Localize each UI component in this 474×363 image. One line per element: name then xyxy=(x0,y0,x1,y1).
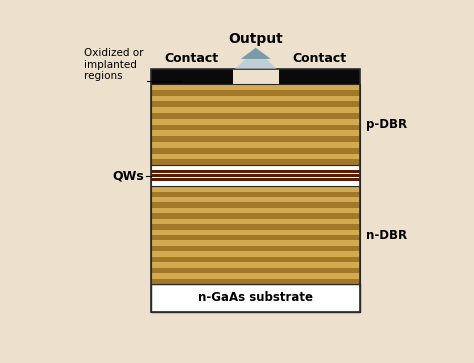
Bar xyxy=(151,136,360,142)
Polygon shape xyxy=(235,59,276,69)
Bar xyxy=(151,240,360,246)
Bar xyxy=(151,186,360,192)
Bar xyxy=(151,278,360,284)
Text: Contact: Contact xyxy=(165,52,219,65)
Bar xyxy=(151,113,360,119)
Bar xyxy=(151,170,360,173)
Bar xyxy=(151,154,360,159)
Bar xyxy=(151,148,360,154)
Text: n-GaAs substrate: n-GaAs substrate xyxy=(198,291,313,305)
Bar xyxy=(151,257,360,262)
Bar xyxy=(151,268,360,273)
Text: QWs: QWs xyxy=(112,169,144,182)
Bar xyxy=(151,208,360,213)
Bar xyxy=(151,246,360,251)
Bar xyxy=(151,251,360,257)
Bar xyxy=(151,90,360,96)
Bar xyxy=(151,159,360,165)
Text: p-DBR: p-DBR xyxy=(366,118,407,131)
Polygon shape xyxy=(241,48,271,59)
Bar xyxy=(151,284,360,312)
Bar xyxy=(151,186,360,284)
Bar xyxy=(151,130,360,136)
Bar xyxy=(151,179,360,181)
Bar xyxy=(151,174,360,177)
Bar xyxy=(151,107,360,113)
Bar xyxy=(151,192,360,197)
Text: Output: Output xyxy=(228,32,283,46)
Bar xyxy=(151,78,233,84)
Bar xyxy=(151,273,360,278)
Bar xyxy=(151,142,360,148)
Bar xyxy=(151,165,360,186)
Bar xyxy=(151,101,360,107)
Bar xyxy=(151,84,360,165)
Bar xyxy=(279,78,360,84)
Bar xyxy=(151,203,360,208)
Bar xyxy=(151,213,360,219)
Bar xyxy=(151,235,360,240)
Bar xyxy=(151,125,360,130)
Text: n-DBR: n-DBR xyxy=(366,229,407,241)
Bar xyxy=(151,96,360,101)
Bar xyxy=(151,229,360,235)
Bar xyxy=(151,219,360,224)
Text: Contact: Contact xyxy=(292,52,346,65)
Bar xyxy=(151,224,360,229)
Bar xyxy=(151,119,360,125)
Bar xyxy=(151,84,360,90)
Bar xyxy=(151,165,360,186)
Text: Oxidized or
implanted
regions: Oxidized or implanted regions xyxy=(84,48,144,81)
Bar xyxy=(151,69,233,78)
Bar xyxy=(151,197,360,203)
Bar xyxy=(151,262,360,268)
Bar xyxy=(151,69,360,312)
Bar xyxy=(279,69,360,78)
